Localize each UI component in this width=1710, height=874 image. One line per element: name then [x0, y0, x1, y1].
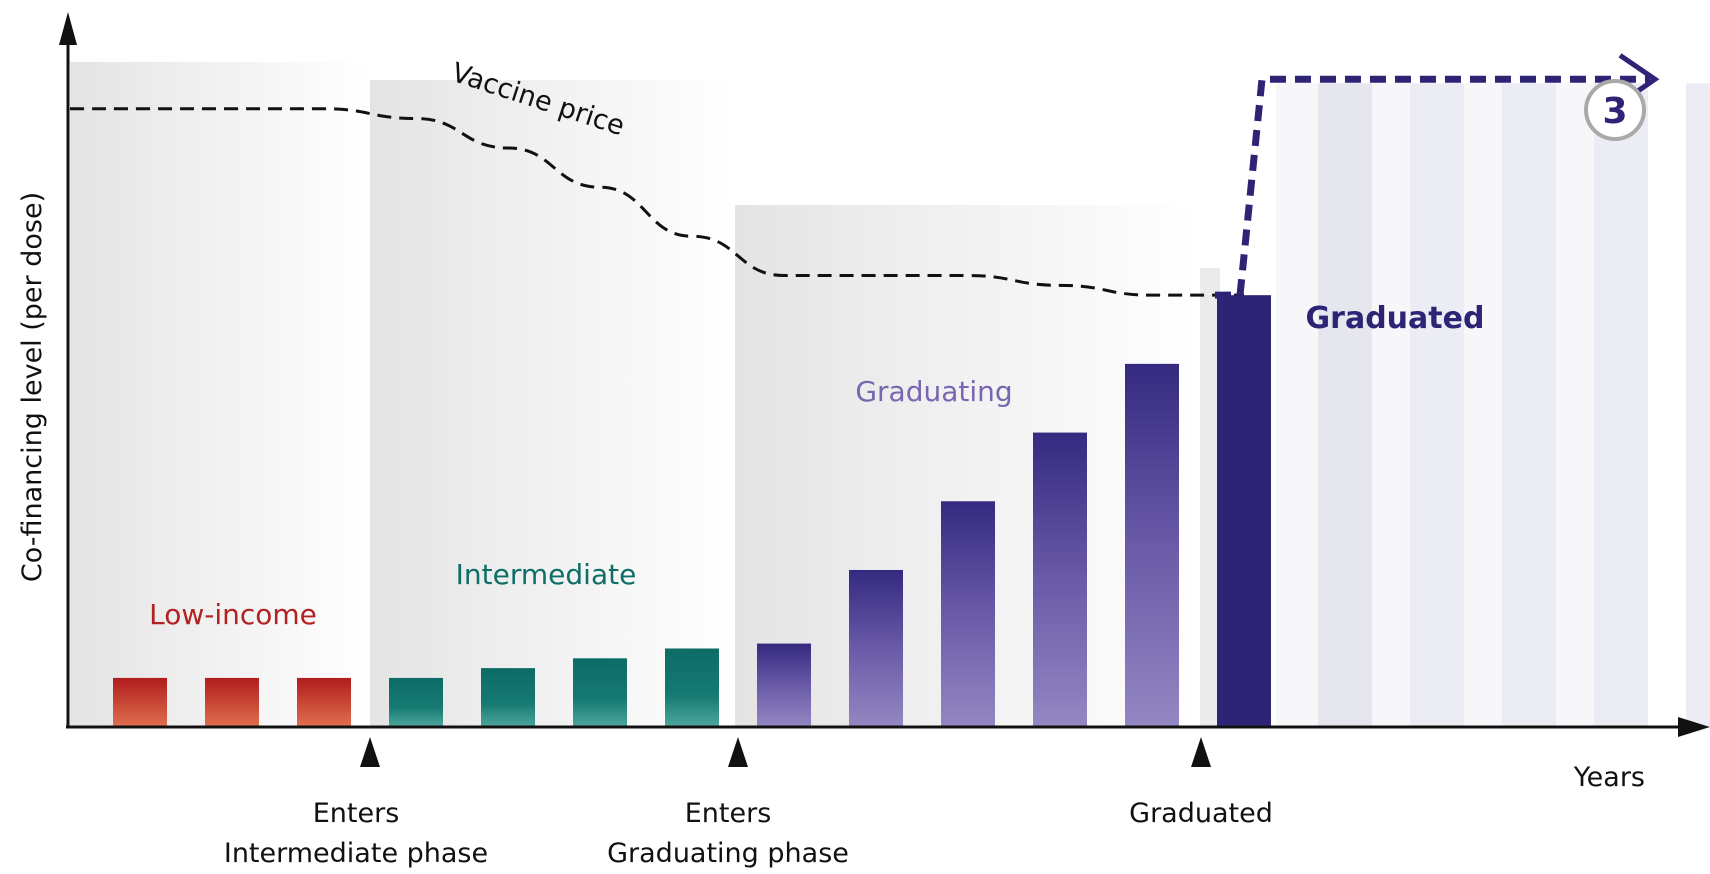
bar-low-income-2: [205, 677, 259, 727]
milestone-marker-intermediate: [360, 737, 380, 767]
phase-label-graduated: Graduated: [1306, 301, 1485, 336]
bar-low-income-1: [113, 677, 167, 727]
bar-intermediate-6: [573, 658, 627, 727]
co-financing-bars: [113, 295, 1271, 727]
milestone-label-2-line2: Graduating phase: [607, 838, 849, 869]
y-axis-label: Co-financing level (per dose): [17, 192, 48, 582]
milestone-label-1-line1: Enters: [313, 798, 400, 829]
graduated-stripe-3: [1502, 83, 1556, 727]
post-graduation-price-line: [1215, 75, 1650, 299]
step-badge-number: 3: [1602, 91, 1627, 132]
milestone-marker-graduating: [728, 737, 748, 767]
phase-label-low-income: Low-income: [149, 598, 317, 631]
phase-label-intermediate: Intermediate: [456, 558, 637, 591]
vaccine-price-line: [70, 107, 1244, 297]
shade-low-income: [70, 62, 370, 727]
bar-graduated-13: [1217, 295, 1271, 727]
milestone-marker-graduated: [1191, 737, 1211, 767]
bar-graduating-10: [941, 501, 995, 727]
bar-graduating-11: [1033, 432, 1087, 727]
milestone-label-2-line1: Enters: [685, 798, 772, 829]
shade-graduated-start: [1200, 268, 1220, 727]
bar-intermediate-5: [481, 668, 535, 727]
milestone-label-3-line1: Graduated: [1129, 798, 1273, 829]
x-axis-arrow: [1678, 717, 1710, 737]
shade-intermediate: [370, 80, 735, 727]
bar-graduating-9: [849, 569, 903, 727]
graduated-stripes: [1276, 83, 1710, 727]
bar-intermediate-7: [665, 648, 719, 727]
graduated-stripe-1: [1318, 83, 1372, 727]
graduated-stripe-5: [1686, 83, 1710, 727]
step-badge: [1584, 79, 1646, 141]
graduated-stripe-4: [1594, 83, 1648, 727]
bar-intermediate-4: [389, 677, 443, 727]
phase-label-graduating: Graduating: [855, 375, 1012, 408]
bar-graduating-12: [1125, 363, 1179, 727]
bar-low-income-3: [297, 677, 351, 727]
y-axis-arrow: [59, 12, 77, 45]
milestone-label-1-line2: Intermediate phase: [224, 838, 488, 869]
bar-graduating-8: [757, 643, 811, 727]
x-axis-label: Years: [1573, 762, 1645, 793]
graduated-stripe-2: [1410, 83, 1464, 727]
